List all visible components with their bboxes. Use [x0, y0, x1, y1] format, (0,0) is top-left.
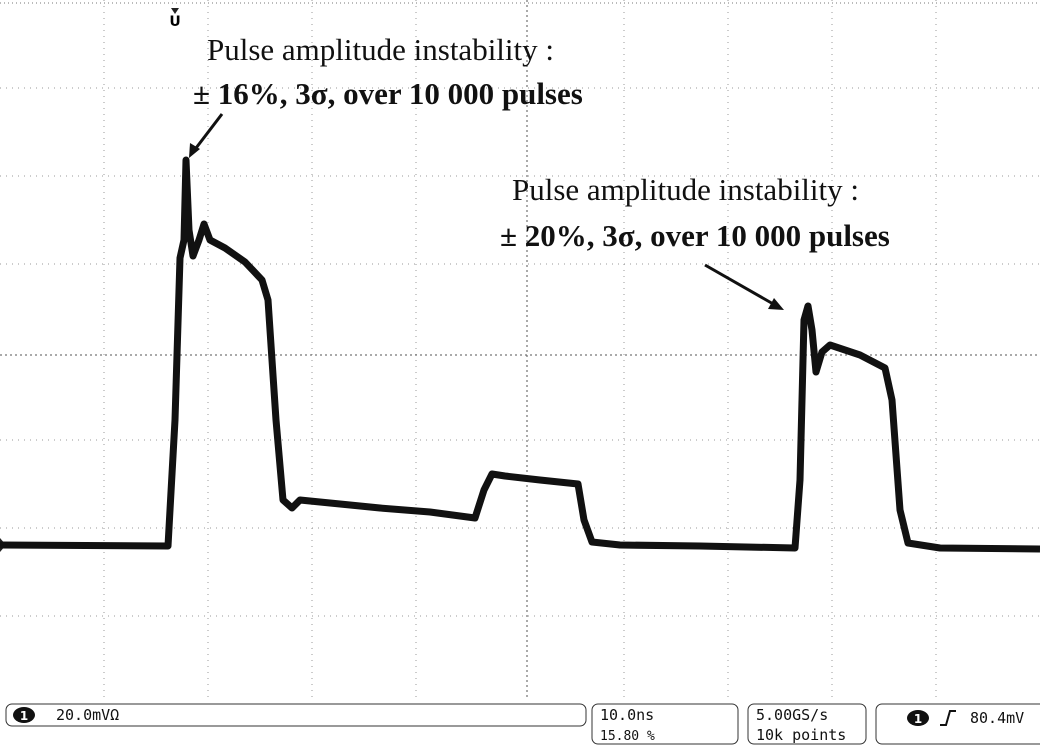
annotation-detail: ± 20%, 3σ, over 10 000 pulses	[500, 218, 890, 253]
trigger-box	[875, 703, 1040, 745]
annotation-detail: ± 16%, 3σ, over 10 000 pulses	[193, 76, 583, 111]
annotation-title: Pulse amplitude instability :	[512, 172, 859, 207]
arrowhead	[189, 143, 200, 158]
trigger-level: 80.4mV	[970, 709, 1024, 727]
horizontal-position: 15.80 %	[600, 729, 655, 744]
sample-rate: 5.00GS/s	[756, 706, 828, 724]
trigger-arrow	[171, 8, 179, 14]
channel-badge	[13, 707, 35, 723]
channel-box	[5, 703, 587, 727]
timebase-box	[591, 703, 739, 745]
channel-number: 1	[20, 709, 28, 723]
timebase: 10.0ns	[600, 706, 654, 724]
status-bar: 1 20.0mVΩ 10.0ns 15.80 % 5.00GS/s 10k po…	[5, 703, 1040, 745]
arrow	[191, 113, 224, 153]
acquisition-box	[747, 703, 867, 745]
trigger-channel-badge	[907, 710, 929, 726]
arrow	[704, 263, 776, 307]
annotation-title: Pulse amplitude instability :	[207, 32, 554, 67]
trigger-channel: 1	[914, 712, 922, 726]
trigger-marker: U	[169, 14, 180, 30]
waveform	[0, 156, 1040, 553]
vertical-scale: 20.0mVΩ	[56, 706, 119, 724]
trigger-slope	[940, 710, 956, 726]
arrowhead	[768, 298, 784, 310]
record-length: 10k points	[756, 726, 846, 744]
